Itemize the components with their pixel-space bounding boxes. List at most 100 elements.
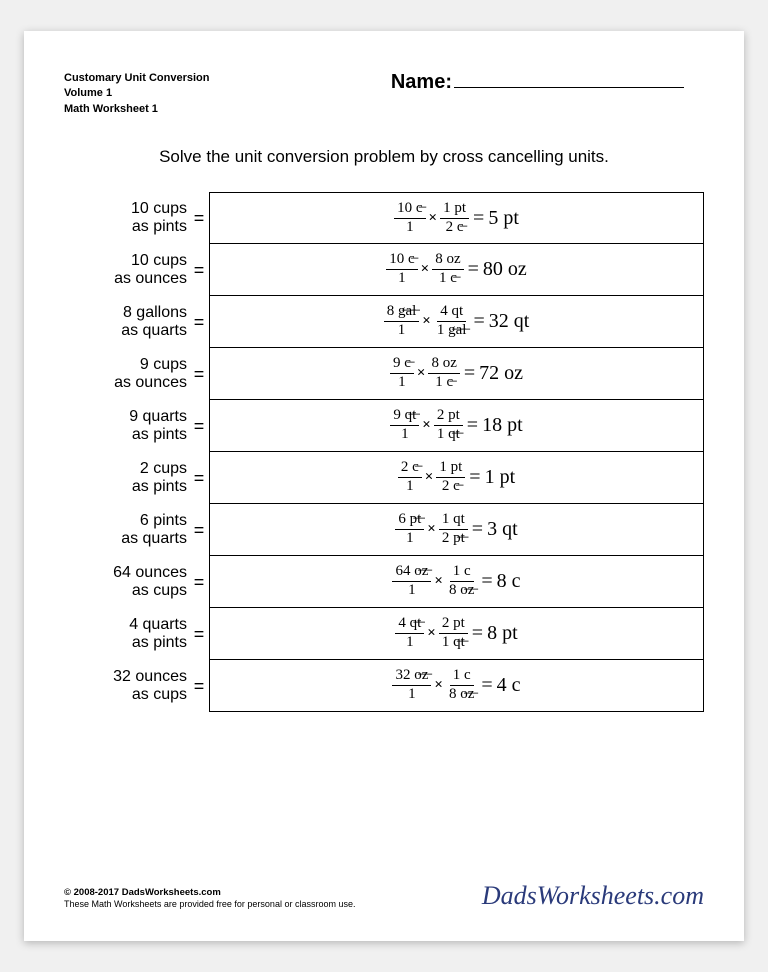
frac2-numerator: 1 c bbox=[450, 564, 474, 582]
problem-row: 9 quarts as pints = 9 q̶t̶ 1 × 2 pt 1 q̶… bbox=[74, 400, 704, 452]
prompt-bottom: as quarts bbox=[121, 530, 187, 548]
frac2-denominator: 2 c̶ bbox=[443, 219, 467, 236]
equation: 8 g̶a̶l̶ 1 × 4 qt 1 g̶a̶l̶ = 32 qt bbox=[384, 304, 530, 339]
fraction-2: 1 pt 2 c̶ bbox=[436, 460, 465, 495]
times-symbol: × bbox=[421, 313, 432, 330]
name-blank-line[interactable] bbox=[454, 87, 684, 88]
problem-prompt: 64 ounces as cups bbox=[74, 556, 189, 608]
equals-sign: = bbox=[189, 244, 209, 296]
header-line-2: Volume 1 bbox=[64, 86, 209, 101]
frac1-numerator: 8 g̶a̶l̶ bbox=[384, 304, 420, 322]
frac1-denominator: 1 bbox=[403, 478, 417, 495]
result-value: 32 qt bbox=[489, 310, 530, 333]
frac2-numerator: 1 c bbox=[450, 668, 474, 686]
frac2-denominator: 1 c̶ bbox=[436, 270, 460, 287]
footer-brand: DadsWorksheets.com bbox=[482, 881, 704, 911]
result-equals: = bbox=[471, 310, 486, 333]
result-equals: = bbox=[470, 622, 485, 645]
frac2-denominator: 1 q̶t̶ bbox=[434, 426, 463, 443]
frac2-numerator: 8 oz bbox=[428, 356, 459, 374]
equals-sign: = bbox=[189, 660, 209, 712]
result-value: 4 c bbox=[497, 674, 521, 697]
result-equals: = bbox=[470, 518, 485, 541]
frac2-numerator: 1 qt bbox=[439, 512, 468, 530]
result-equals: = bbox=[471, 207, 486, 230]
fraction-1: 6 p̶t̶ 1 bbox=[395, 512, 424, 547]
fraction-1: 10 c̶ 1 bbox=[394, 201, 425, 236]
problem-row: 6 pints as quarts = 6 p̶t̶ 1 × 1 qt 2 p̶… bbox=[74, 504, 704, 556]
frac1-numerator: 64 o̶z̶ bbox=[392, 564, 431, 582]
name-field: Name: bbox=[391, 71, 684, 94]
result-equals: = bbox=[479, 674, 494, 697]
prompt-top: 64 ounces bbox=[113, 564, 187, 582]
result-equals: = bbox=[462, 362, 477, 385]
result-value: 18 pt bbox=[482, 414, 523, 437]
times-symbol: × bbox=[426, 625, 437, 642]
answer-cell: 9 q̶t̶ 1 × 2 pt 1 q̶t̶ = 18 pt bbox=[209, 399, 704, 452]
equation: 9 c̶ 1 × 8 oz 1 c̶ = 72 oz bbox=[390, 356, 523, 391]
times-symbol: × bbox=[426, 521, 437, 538]
prompt-bottom: as cups bbox=[132, 686, 187, 704]
prompt-top: 4 quarts bbox=[129, 616, 187, 634]
frac2-denominator: 1 q̶t̶ bbox=[439, 634, 468, 651]
problem-row: 64 ounces as cups = 64 o̶z̶ 1 × 1 c 8 o̶… bbox=[74, 556, 704, 608]
problem-row: 10 cups as ounces = 10 c̶ 1 × 8 oz 1 c̶ … bbox=[74, 244, 704, 296]
frac1-numerator: 2 c̶ bbox=[398, 460, 422, 478]
frac1-denominator: 1 bbox=[398, 426, 412, 443]
result-equals: = bbox=[466, 258, 481, 281]
answer-cell: 6 p̶t̶ 1 × 1 qt 2 p̶t̶ = 3 qt bbox=[209, 503, 704, 556]
times-symbol: × bbox=[416, 365, 427, 382]
frac1-numerator: 4 q̶t̶ bbox=[395, 616, 424, 634]
fraction-2: 2 pt 1 q̶t̶ bbox=[434, 408, 463, 443]
result-value: 3 qt bbox=[487, 518, 518, 541]
result-equals: = bbox=[465, 414, 480, 437]
times-symbol: × bbox=[428, 210, 439, 227]
fraction-2: 8 oz 1 c̶ bbox=[432, 252, 463, 287]
problem-row: 2 cups as pints = 2 c̶ 1 × 1 pt 2 c̶ = 1… bbox=[74, 452, 704, 504]
equation: 9 q̶t̶ 1 × 2 pt 1 q̶t̶ = 18 pt bbox=[390, 408, 522, 443]
times-symbol: × bbox=[433, 573, 444, 590]
result-value: 8 pt bbox=[487, 622, 518, 645]
equals-sign: = bbox=[189, 452, 209, 504]
prompt-top: 9 quarts bbox=[129, 408, 187, 426]
frac1-numerator: 10 c̶ bbox=[394, 201, 425, 219]
instruction-text: Solve the unit conversion problem by cro… bbox=[64, 147, 704, 167]
problem-prompt: 32 ounces as cups bbox=[74, 660, 189, 712]
fraction-2: 1 c 8 o̶z̶ bbox=[446, 564, 477, 599]
equation: 64 o̶z̶ 1 × 1 c 8 o̶z̶ = 8 c bbox=[392, 564, 520, 599]
frac2-denominator: 2 c̶ bbox=[439, 478, 463, 495]
frac2-numerator: 2 pt bbox=[434, 408, 463, 426]
prompt-bottom: as pints bbox=[132, 426, 187, 444]
answer-cell: 64 o̶z̶ 1 × 1 c 8 o̶z̶ = 8 c bbox=[209, 555, 704, 608]
times-symbol: × bbox=[420, 261, 431, 278]
fraction-2: 8 oz 1 c̶ bbox=[428, 356, 459, 391]
equals-sign: = bbox=[189, 556, 209, 608]
prompt-bottom: as pints bbox=[132, 634, 187, 652]
prompt-bottom: as pints bbox=[132, 218, 187, 236]
result-value: 8 c bbox=[497, 570, 521, 593]
prompt-bottom: as pints bbox=[132, 478, 187, 496]
problem-row: 32 ounces as cups = 32 o̶z̶ 1 × 1 c 8 o̶… bbox=[74, 660, 704, 712]
frac1-denominator: 1 bbox=[405, 686, 419, 703]
equals-sign: = bbox=[189, 504, 209, 556]
prompt-top: 10 cups bbox=[131, 200, 187, 218]
result-equals: = bbox=[467, 466, 482, 489]
fraction-2: 1 c 8 o̶z̶ bbox=[446, 668, 477, 703]
frac2-denominator: 1 g̶a̶l̶ bbox=[434, 322, 470, 339]
frac1-denominator: 1 bbox=[395, 322, 409, 339]
answer-cell: 8 g̶a̶l̶ 1 × 4 qt 1 g̶a̶l̶ = 32 qt bbox=[209, 295, 704, 348]
equals-sign: = bbox=[189, 400, 209, 452]
problem-row: 9 cups as ounces = 9 c̶ 1 × 8 oz 1 c̶ = … bbox=[74, 348, 704, 400]
frac1-denominator: 1 bbox=[403, 530, 417, 547]
result-value: 5 pt bbox=[488, 207, 519, 230]
frac2-denominator: 8 o̶z̶ bbox=[446, 686, 477, 703]
worksheet-page: Customary Unit Conversion Volume 1 Math … bbox=[24, 31, 744, 941]
times-symbol: × bbox=[433, 677, 444, 694]
prompt-top: 9 cups bbox=[140, 356, 187, 374]
answer-cell: 9 c̶ 1 × 8 oz 1 c̶ = 72 oz bbox=[209, 347, 704, 400]
answer-cell: 10 c̶ 1 × 1 pt 2 c̶ = 5 pt bbox=[209, 192, 704, 244]
equation: 10 c̶ 1 × 8 oz 1 c̶ = 80 oz bbox=[386, 252, 527, 287]
frac2-denominator: 8 o̶z̶ bbox=[446, 582, 477, 599]
prompt-top: 10 cups bbox=[131, 252, 187, 270]
problem-prompt: 4 quarts as pints bbox=[74, 608, 189, 660]
